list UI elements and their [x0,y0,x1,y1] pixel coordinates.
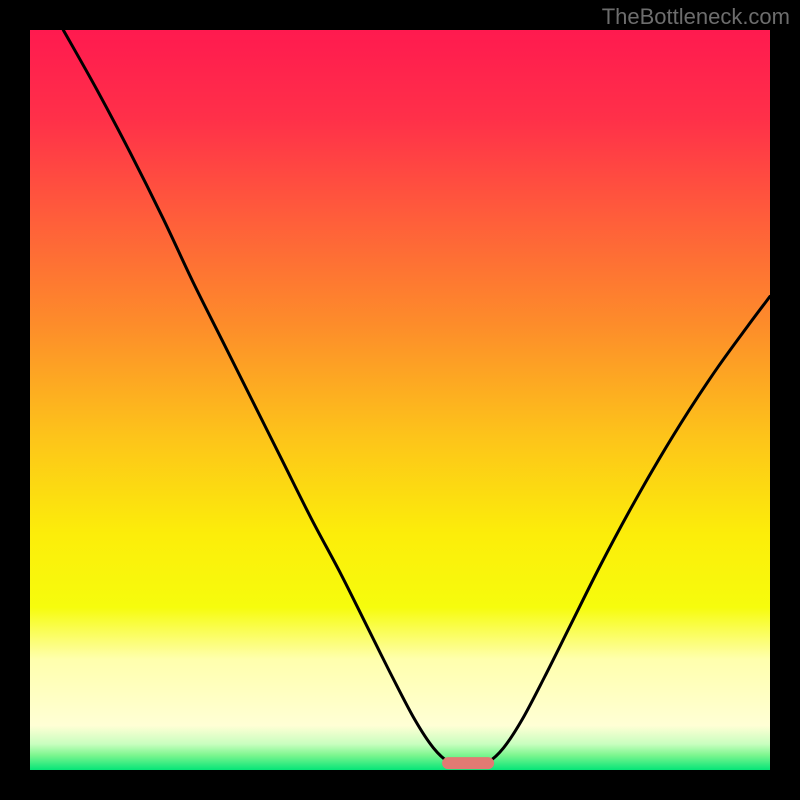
gradient-background [30,30,770,770]
watermark-text: TheBottleneck.com [602,4,790,30]
chart-container: TheBottleneck.com [0,0,800,800]
optimum-marker [442,757,494,769]
plot-area [30,30,770,770]
